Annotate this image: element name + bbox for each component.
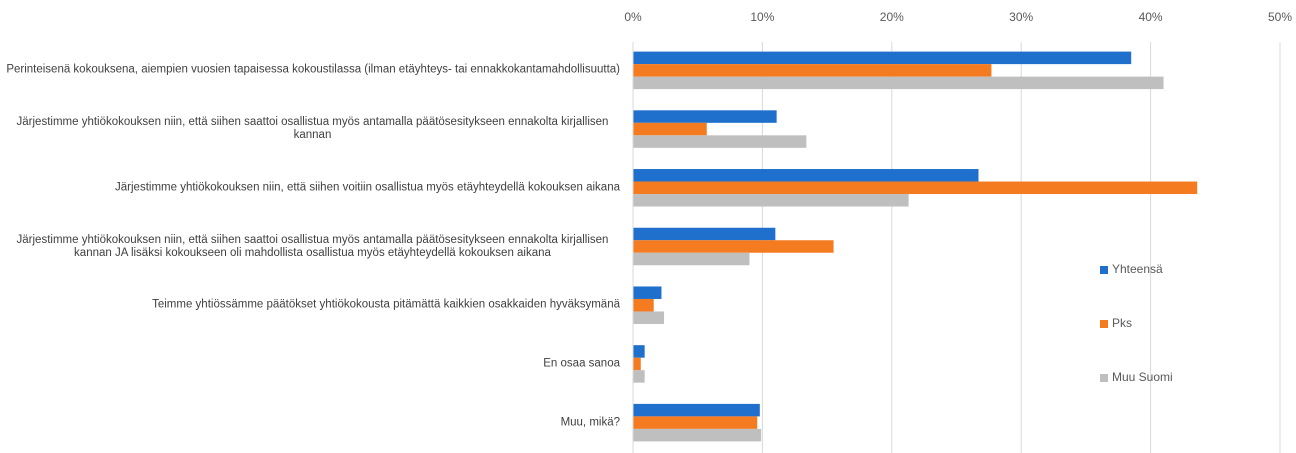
category-text: Järjestimme yhtiökokouksen niin, että si…	[16, 116, 609, 142]
category-text: Perinteisenä kokouksena, aiempien vuosie…	[6, 63, 620, 76]
bar	[633, 110, 777, 123]
category-label: Teimme yhtiössämme päätökset yhtiökokous…	[5, 299, 620, 312]
bar	[633, 51, 1132, 65]
legend-label: Pks	[1112, 316, 1132, 330]
bar	[633, 428, 762, 442]
legend-swatch	[1100, 266, 1108, 274]
bar	[633, 135, 807, 148]
category-text: Muu, mikä?	[560, 416, 620, 429]
category-label: En osaa sanoa	[5, 357, 620, 370]
category-label: Järjestimme yhtiökokouksen niin, että si…	[5, 234, 620, 260]
category-label: Perinteisenä kokouksena, aiempien vuosie…	[5, 64, 620, 77]
legend-swatch	[1100, 374, 1108, 382]
legend-swatch	[1100, 320, 1108, 328]
bar	[633, 227, 776, 241]
category-text: En osaa sanoa	[543, 357, 620, 370]
bar	[633, 240, 834, 253]
x-tick-label: 50%	[1268, 10, 1292, 24]
bar	[633, 64, 992, 77]
category-label: Muu, mikä?	[5, 416, 620, 429]
bar	[633, 286, 662, 299]
x-tick-label: 20%	[880, 10, 904, 24]
bar	[633, 345, 645, 358]
x-tick-label: 10%	[750, 10, 774, 24]
bar	[633, 298, 654, 312]
bar	[633, 76, 1164, 90]
bar	[633, 169, 979, 182]
bar	[633, 122, 707, 136]
bar	[633, 181, 1198, 195]
bar	[633, 403, 760, 417]
x-tick-label: 0%	[624, 10, 642, 24]
bar	[633, 357, 641, 371]
legend-label: Muu Suomi	[1112, 370, 1173, 384]
bar	[633, 252, 750, 266]
bar	[633, 311, 665, 324]
category-text: Järjestimme yhtiökokouksen niin, että si…	[16, 233, 609, 259]
x-tick-label: 40%	[1139, 10, 1163, 24]
legend-label: Yhteensä	[1112, 262, 1163, 276]
category-label: Järjestimme yhtiökokouksen niin, että si…	[5, 181, 620, 194]
bar	[633, 194, 909, 207]
x-tick-label: 30%	[1009, 10, 1033, 24]
category-text: Järjestimme yhtiökokouksen niin, että si…	[115, 181, 620, 194]
category-text: Teimme yhtiössämme päätökset yhtiökokous…	[152, 298, 620, 311]
bar	[633, 416, 758, 429]
bar	[633, 370, 645, 383]
category-label: Järjestimme yhtiökokouksen niin, että si…	[5, 116, 620, 142]
